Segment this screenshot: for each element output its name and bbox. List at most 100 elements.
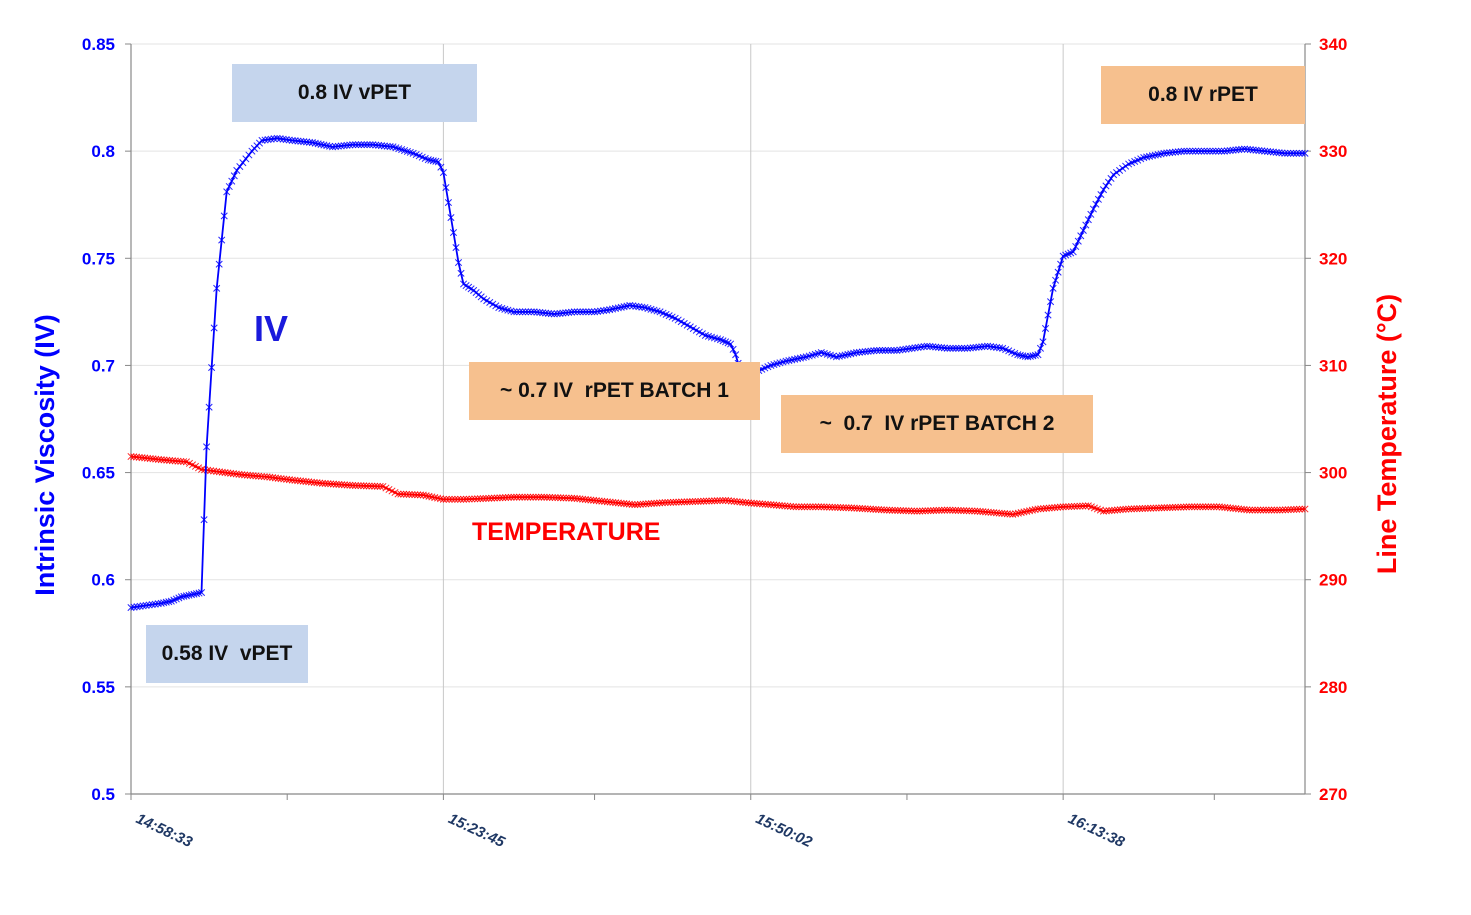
data-point-marker [546,493,554,501]
data-point-marker [537,493,545,501]
data-point-marker [220,212,228,220]
data-point-marker [1196,503,1204,511]
data-point-marker [1028,506,1036,514]
data-point-marker [1298,149,1306,157]
data-point-marker [573,308,581,316]
y-left-tick-label: 0.55 [82,678,115,697]
data-point-marker [368,482,376,490]
data-point-marker [767,501,775,509]
data-point-marker [917,343,925,351]
data-point-marker [1292,149,1300,157]
data-point-marker [638,303,646,311]
data-point-marker [400,490,408,498]
data-point-marker [838,352,846,360]
data-point-marker [600,307,608,315]
data-point-marker [454,495,462,503]
data-point-marker [383,142,391,150]
data-point-marker [1295,505,1303,513]
data-point-marker [362,482,370,490]
data-point-marker [796,354,804,362]
data-point-marker [1232,146,1240,154]
data-point-marker [213,284,221,292]
data-point-marker [870,347,878,355]
data-point-marker [1301,149,1309,157]
annotation-08-vpet: 0.8 IV vPET [232,64,477,122]
data-point-marker [1026,507,1034,515]
data-point-marker [205,403,213,411]
data-point-marker [1246,506,1254,514]
data-point-marker [273,134,281,142]
data-point-marker [565,308,573,317]
data-point-marker [369,141,377,149]
data-point-marker [314,140,322,148]
data-point-marker [697,497,705,505]
data-point-marker [482,494,490,502]
data-point-marker [160,456,168,464]
data-point-marker [136,602,144,610]
data-point-marker [419,491,427,499]
data-point-marker [428,493,436,501]
data-point-marker [243,471,252,479]
data-point-marker [817,503,825,511]
data-point-marker [343,141,351,149]
data-point-marker [570,308,578,316]
data-point-marker [789,503,797,511]
data-point-marker [197,465,206,473]
data-point-marker [439,169,447,177]
data-point-marker [1252,146,1260,154]
data-point-marker [844,350,852,358]
data-point-marker [1031,351,1039,359]
data-point-marker [1257,506,1265,514]
data-point-marker [1259,506,1267,514]
data-point-marker [1089,205,1097,213]
data-point-marker [1052,276,1060,284]
data-point-marker [847,504,856,512]
data-point-marker [1248,506,1256,514]
data-point-marker [357,141,365,149]
data-point-marker [230,172,238,180]
data-point-marker [853,504,861,512]
x-tick-label: 14:58:33 [133,810,195,851]
data-point-marker [308,139,316,147]
data-point-marker [1180,147,1188,155]
data-point-marker [448,495,456,503]
y-left-tick-label: 0.7 [91,356,115,375]
data-point-marker [1169,148,1177,156]
data-point-marker [1238,145,1246,153]
data-point-marker [323,142,331,150]
data-point-marker [510,308,518,316]
data-point-marker [449,229,458,237]
data-point-marker [215,260,223,268]
data-point-marker [1049,284,1057,292]
data-point-marker [963,344,971,352]
data-point-marker [1194,147,1203,155]
data-point-marker [276,135,284,143]
data-point-marker [357,482,365,490]
data-point-marker [905,507,913,515]
data-point-marker [559,494,567,502]
data-point-marker [847,350,855,358]
data-point-marker [960,507,968,515]
temperature-series [127,452,1309,518]
y-right-tick-label: 330 [1319,142,1347,161]
data-point-marker [324,480,332,488]
data-point-marker [732,351,740,359]
data-point-marker [920,343,928,351]
data-point-marker [294,137,302,145]
data-point-marker [1036,344,1045,352]
data-point-marker [672,498,680,506]
data-point-marker [1293,505,1301,513]
data-point-marker [875,506,883,514]
data-point-marker [1255,146,1263,155]
data-point-marker [366,141,374,149]
data-point-marker [195,589,203,597]
data-point-marker [1287,149,1295,157]
data-point-marker [864,347,872,355]
data-point-marker [238,471,246,479]
data-point-marker [669,498,677,506]
data-point-marker [1171,148,1179,156]
data-point-marker [334,142,342,150]
data-point-marker [1127,505,1135,513]
data-point-marker [524,308,532,316]
data-point-marker [562,309,570,317]
